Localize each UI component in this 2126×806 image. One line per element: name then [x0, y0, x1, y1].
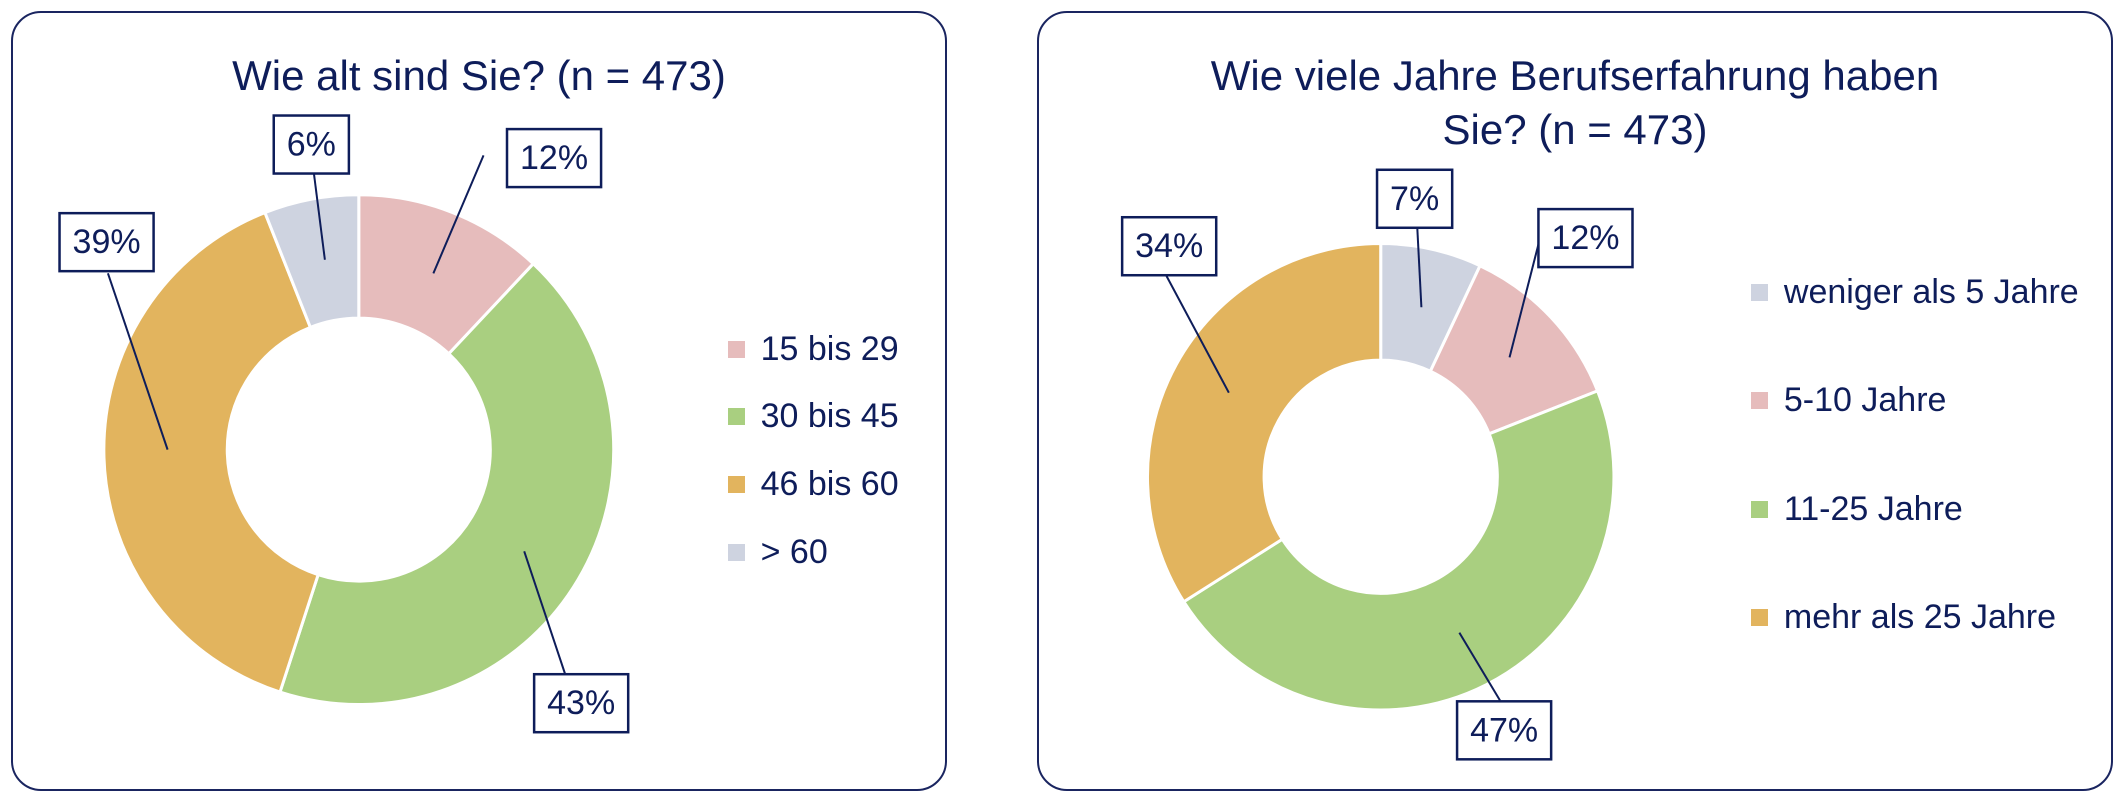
leader-line	[1508, 235, 1542, 358]
chart-title: Wie alt sind Sie? (n = 473)	[232, 52, 726, 99]
value-label-box: 34%	[1120, 215, 1218, 277]
leader-line	[1164, 272, 1230, 394]
value-label: 6%	[287, 126, 336, 164]
donut-slice	[1181, 388, 1616, 712]
legend-label: 15 bis 29	[760, 329, 899, 368]
donut-chart: 7% 12% 47% 34%	[1120, 168, 1634, 761]
leader-line	[1458, 632, 1501, 702]
legend-label: 30 bis 45	[760, 397, 899, 436]
legend-swatch	[727, 476, 745, 494]
chart-title: Wie viele Jahre Berufserfahrung haben Si…	[1210, 52, 1940, 153]
value-label-box: 39%	[58, 211, 155, 273]
value-label-box: 12%	[505, 127, 603, 189]
label-box	[1537, 207, 1634, 269]
legend-swatch	[727, 340, 745, 358]
value-label-box: 43%	[532, 672, 630, 734]
legend-label: weniger als 5 Jahre	[1783, 272, 2079, 311]
label-box	[505, 127, 603, 189]
legend-item: 46 bis 60	[727, 463, 899, 505]
legend-item: 30 bis 45	[727, 395, 899, 437]
label-box	[1375, 168, 1454, 230]
legend-label: 46 bis 60	[760, 465, 899, 504]
value-label: 39%	[73, 223, 141, 261]
legend-swatch	[1750, 392, 1768, 410]
donut-chart: 12% 43% 39% 6%	[58, 114, 630, 734]
leader-line	[106, 273, 169, 450]
chart-panel: Wie viele Jahre Berufserfahrung haben Si…	[1037, 11, 2113, 791]
leader-line	[1416, 228, 1423, 308]
value-label: 12%	[1551, 219, 1619, 257]
label-box	[58, 211, 155, 273]
donut-slice	[278, 261, 616, 707]
value-label: 43%	[547, 684, 615, 722]
donut-slice	[102, 210, 321, 694]
value-label-box: 47%	[1455, 700, 1553, 761]
label-box	[1120, 215, 1218, 277]
legend-swatch	[1750, 500, 1768, 518]
legend-label: > 60	[760, 532, 828, 571]
legend-swatch	[727, 408, 745, 426]
legend-label: 11-25 Jahre	[1783, 489, 1963, 528]
legend-item: weniger als 5 Jahre	[1750, 271, 2079, 313]
donut-slice	[262, 193, 361, 330]
label-box	[272, 114, 351, 175]
legend-item: mehr als 25 Jahre	[1750, 596, 2057, 638]
value-label-box: 6%	[272, 114, 351, 175]
value-label-box: 7%	[1375, 168, 1454, 230]
legend-item: 15 bis 29	[727, 328, 899, 370]
value-label: 34%	[1135, 227, 1203, 265]
legend-label: 5-10 Jahre	[1783, 381, 1947, 420]
label-box	[532, 672, 630, 734]
label-box	[1455, 700, 1553, 761]
value-label: 7%	[1390, 180, 1439, 218]
chart-panel: Wie alt sind Sie? (n = 473) 12% 43% 39% 6% 1…	[11, 11, 947, 791]
value-label: 12%	[520, 139, 588, 177]
leader-line	[313, 174, 326, 260]
legend-item: 11-25 Jahre	[1750, 488, 1963, 530]
legend-swatch	[1750, 283, 1768, 301]
legend-item: > 60	[727, 531, 828, 573]
donut-slice	[1146, 242, 1383, 604]
legend-item: 5-10 Jahre	[1750, 379, 1947, 421]
legend-swatch	[727, 543, 745, 561]
legend-label: mehr als 25 Jahre	[1783, 598, 2057, 637]
leader-line	[523, 551, 566, 674]
value-label: 47%	[1470, 711, 1538, 749]
value-label-box: 12%	[1537, 207, 1634, 269]
legend-swatch	[1750, 609, 1768, 627]
leader-line	[432, 154, 485, 274]
